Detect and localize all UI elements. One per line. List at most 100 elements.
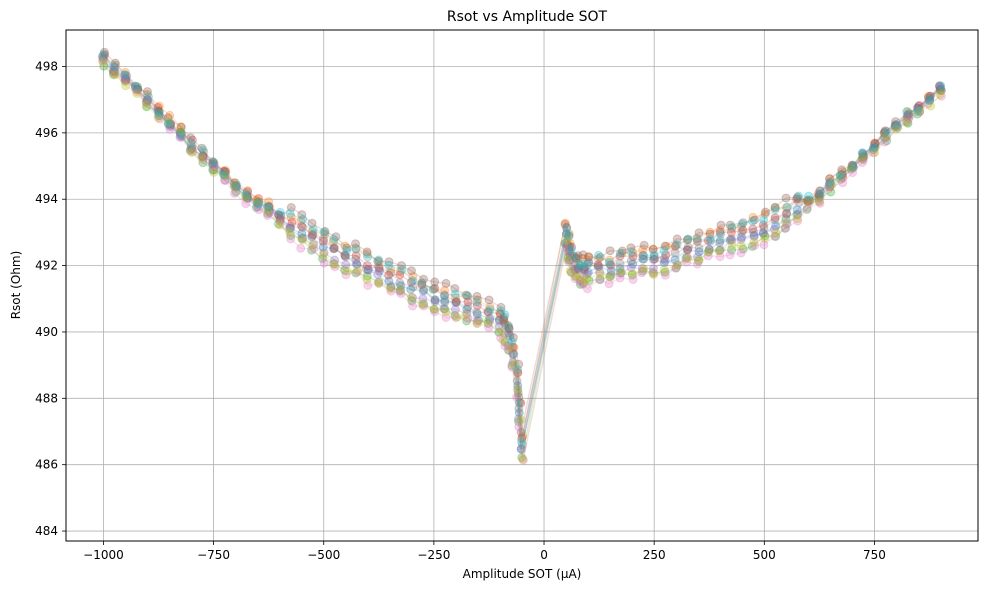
data-point [582, 284, 592, 294]
data-point [815, 198, 825, 208]
data-point [935, 81, 944, 91]
data-point [450, 289, 460, 299]
data-point [703, 247, 713, 257]
data-point [407, 296, 417, 306]
data-point [638, 245, 648, 255]
data-point [408, 276, 418, 286]
data-point [880, 127, 889, 137]
data-point [780, 223, 790, 233]
data-point [563, 255, 573, 265]
data-point [605, 246, 615, 256]
data-point [451, 313, 461, 322]
data-point [694, 247, 704, 257]
data-point [578, 254, 588, 264]
data-point [374, 278, 384, 288]
data-point [275, 214, 285, 224]
data-point [395, 278, 405, 288]
data-point [567, 242, 577, 252]
data-point [715, 238, 725, 247]
data-point [120, 75, 130, 85]
data-point [814, 197, 824, 207]
data-point [504, 345, 513, 355]
data-point [122, 71, 132, 81]
data-point [198, 152, 208, 161]
data-point [130, 82, 140, 92]
data-point [472, 291, 482, 301]
data-point [627, 270, 637, 280]
data-point [565, 239, 575, 249]
x-tick-label: 750 [863, 548, 886, 562]
data-point [509, 343, 519, 352]
data-point [736, 248, 746, 258]
data-point [230, 181, 240, 191]
data-point [782, 209, 791, 219]
data-point [758, 228, 768, 238]
data-point [440, 297, 450, 307]
data-point [219, 166, 229, 176]
data-point [749, 215, 759, 225]
data-point [837, 167, 847, 177]
data-point [221, 167, 231, 177]
data-point [512, 376, 522, 386]
data-point [518, 455, 528, 465]
data-point [499, 317, 509, 327]
data-point [615, 248, 625, 258]
data-point [672, 240, 682, 250]
data-point [748, 212, 758, 222]
data-point [419, 274, 428, 284]
data-point [275, 217, 285, 227]
data-point [904, 109, 914, 119]
data-point [579, 271, 589, 281]
data-point [417, 280, 427, 290]
data-point [793, 194, 803, 204]
data-point [362, 261, 372, 271]
data-point [737, 219, 747, 229]
y-tick-label: 492 [35, 259, 58, 273]
data-point [462, 290, 472, 300]
data-point [229, 178, 239, 188]
data-point [496, 302, 506, 312]
data-point [363, 265, 373, 275]
data-point [616, 267, 626, 277]
data-point [176, 126, 186, 136]
data-point [351, 251, 361, 261]
data-point [329, 237, 338, 247]
data-point [750, 241, 760, 250]
data-point [419, 301, 429, 311]
data-point [131, 84, 141, 94]
data-point [891, 120, 900, 129]
data-point [462, 304, 472, 314]
data-point [330, 255, 340, 265]
data-point [452, 312, 462, 322]
data-point [395, 270, 405, 280]
data-point [111, 60, 120, 70]
data-point [429, 304, 439, 314]
data-point [252, 197, 262, 207]
data-point [285, 221, 295, 231]
data-point [814, 196, 824, 206]
data-point [395, 286, 405, 296]
data-point [110, 62, 120, 72]
data-point [692, 233, 702, 243]
data-point [342, 266, 352, 276]
data-point [575, 275, 585, 285]
data-point [430, 295, 440, 305]
data-point [869, 143, 879, 153]
data-point [923, 99, 933, 109]
data-point [439, 304, 449, 314]
data-point [616, 268, 626, 278]
data-point [120, 67, 130, 77]
data-point [285, 223, 295, 233]
data-point [606, 270, 616, 280]
data-point [121, 73, 131, 83]
data-point [142, 102, 152, 112]
data-point [571, 271, 581, 281]
data-point [286, 212, 296, 222]
data-point [683, 234, 693, 244]
data-point [913, 103, 923, 113]
data-point [584, 257, 593, 267]
data-point [165, 121, 175, 131]
data-point [463, 302, 473, 312]
data-point [253, 197, 263, 206]
data-point [513, 384, 523, 394]
